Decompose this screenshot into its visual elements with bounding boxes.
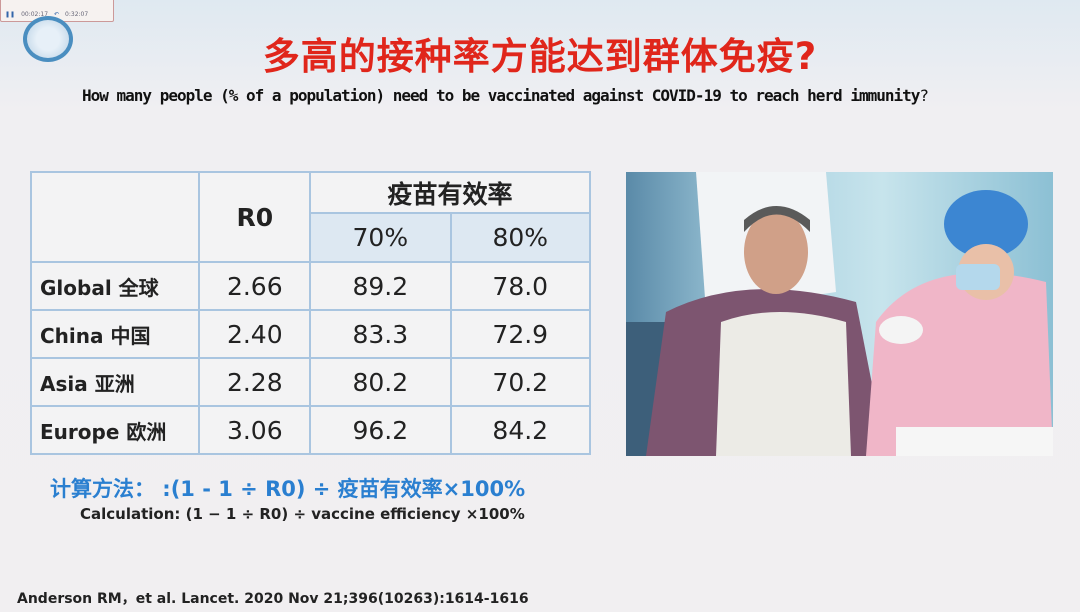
header-80: 80% (449, 212, 592, 263)
elapsed-time: 00:02:17 (21, 11, 49, 18)
vaccination-photo (626, 172, 1053, 456)
subtitle-text: How many people (% of a population) need… (82, 86, 920, 105)
r0-cell: 2.66 (198, 261, 312, 311)
region-cell: Global 全球 (29, 261, 201, 311)
header-70: 70% (309, 212, 452, 263)
table-row: China 中国 2.40 83.3 72.9 (29, 309, 592, 359)
herd-immunity-table: R0 疫苗有效率 70% 80% Global 全球 2.66 89.2 78.… (29, 171, 592, 455)
v70-cell: 96.2 (309, 405, 452, 455)
region-cell: Asia 亚洲 (29, 357, 201, 407)
table-row: Asia 亚洲 2.28 80.2 70.2 (29, 357, 592, 407)
formula-english: Calculation: (1 − 1 ÷ R0) ÷ vaccine effi… (80, 505, 525, 523)
table-row: Global 全球 2.66 89.2 78.0 (29, 261, 592, 311)
v80-cell: 78.0 (449, 261, 592, 311)
replay-icon[interactable]: ↶ (54, 11, 60, 18)
slide-title: 多高的接种率方能达到群体免疫? (262, 35, 818, 78)
r0-cell: 3.06 (198, 405, 312, 455)
pause-icon[interactable]: ❚❚ (5, 11, 16, 18)
v80-cell: 72.9 (449, 309, 592, 359)
region-cell: China 中国 (29, 309, 201, 359)
vaccination-photo-illustration (626, 172, 1053, 456)
header-efficacy: 疫苗有效率 (309, 171, 591, 214)
v80-cell: 84.2 (449, 405, 592, 455)
r0-cell: 2.40 (198, 309, 312, 359)
lung-logo-icon (23, 16, 73, 62)
formula-chinese: 计算方法： :(1 - 1 ÷ R0) ÷ 疫苗有效率×100% (50, 477, 526, 501)
v70-cell: 83.3 (309, 309, 452, 359)
subtitle-question-mark: ? (919, 86, 929, 105)
table-row: Europe 欧洲 3.06 96.2 84.2 (29, 405, 592, 455)
v70-cell: 80.2 (309, 357, 452, 407)
v80-cell: 70.2 (449, 357, 592, 407)
reference-citation: Anderson RM，et al. Lancet. 2020 Nov 21;3… (17, 591, 529, 607)
empty-corner-cell (29, 171, 201, 263)
v70-cell: 89.2 (309, 261, 452, 311)
region-cell: Europe 欧洲 (29, 405, 201, 455)
r0-cell: 2.28 (198, 357, 312, 407)
total-time: 0:32:07 (65, 11, 89, 18)
header-r0: R0 (198, 171, 312, 263)
slide-subtitle: How many people (% of a population) need… (82, 86, 929, 105)
